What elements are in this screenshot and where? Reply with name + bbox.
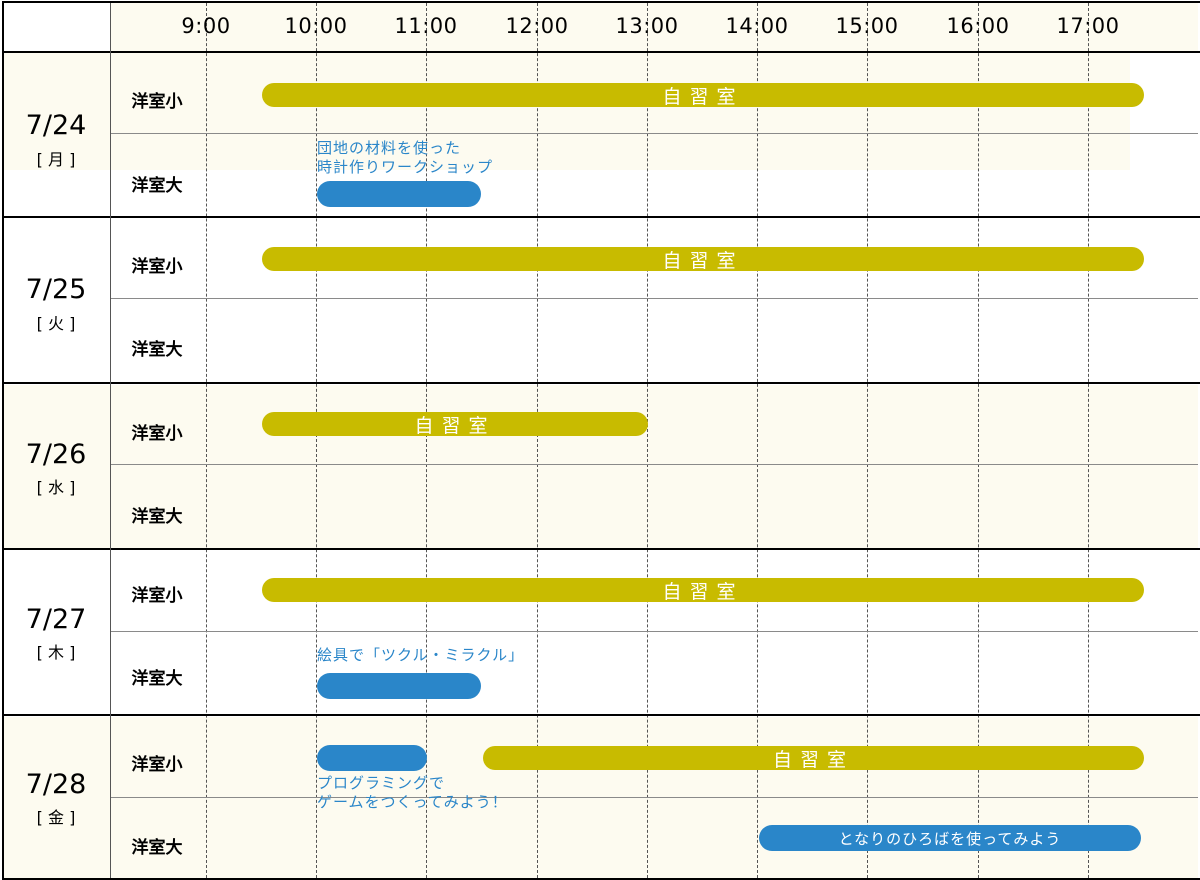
time-label-9: 9:00: [181, 14, 231, 38]
weekday-label: [ 月 ]: [36, 150, 76, 169]
day-separator-4: [2, 714, 1200, 716]
grid-line-14: [757, 3, 758, 878]
day-separator-1: [2, 216, 1200, 218]
room-label-large: 洋室大: [131, 507, 183, 527]
grid-line-15: [867, 3, 868, 878]
day-band-tint-1: [3, 53, 1130, 170]
programming-game-label-line2: ゲームをつくってみよう！: [317, 793, 508, 811]
self-study-bar[interactable]: 自習室: [262, 578, 1144, 603]
self-study-bar[interactable]: 自習室: [262, 247, 1144, 272]
room-label-small: 洋室小: [131, 586, 183, 606]
paint-miracle-label: 絵具で「ツクル・ミラクル」: [317, 646, 525, 664]
date-label: 7/27: [25, 604, 87, 635]
weekday-label: [ 金 ]: [36, 808, 76, 827]
programming-game-label-line1: プログラミングで: [317, 774, 446, 792]
workshop-clock-label-line2: 時計作りワークショップ: [317, 158, 494, 176]
time-label-16: 16:00: [946, 14, 1010, 38]
header-row-background: [111, 3, 1198, 51]
room-label-small: 洋室小: [131, 257, 183, 277]
header-bottom-line: [2, 51, 1200, 53]
time-label-12: 12:00: [505, 14, 569, 38]
date-label: 7/28: [25, 769, 87, 800]
room-label-small: 洋室小: [131, 755, 183, 775]
date-label: 7/26: [25, 439, 87, 470]
programming-game-label: プログラミングで ゲームをつくってみよう！: [317, 774, 508, 812]
programming-game-bar[interactable]: [317, 745, 427, 771]
room-divider-1: [111, 133, 1198, 134]
grid-line-9: [206, 3, 207, 878]
self-study-bar[interactable]: 自習室: [262, 412, 648, 437]
room-label-large: 洋室大: [131, 838, 183, 858]
weekday-label: [ 水 ]: [36, 478, 76, 497]
day-separator-2: [2, 382, 1200, 384]
room-label-large: 洋室大: [131, 176, 183, 196]
grid-line-12: [537, 3, 538, 878]
room-divider-5: [111, 797, 1198, 798]
self-study-bar[interactable]: 自習室: [483, 746, 1144, 771]
plaza-event-bar[interactable]: となりのひろばを使ってみよう: [759, 825, 1141, 851]
room-divider-4: [111, 631, 1198, 632]
paint-miracle-bar[interactable]: [317, 673, 481, 699]
room-label-large: 洋室大: [131, 669, 183, 689]
weekday-label: [ 木 ]: [36, 643, 76, 662]
date-label: 7/24: [25, 110, 87, 141]
time-label-11: 11:00: [394, 14, 458, 38]
time-label-13: 13:00: [615, 14, 679, 38]
room-label-small: 洋室小: [131, 424, 183, 444]
room-divider-2: [111, 298, 1198, 299]
self-study-bar[interactable]: 自習室: [262, 83, 1144, 108]
room-divider-3: [111, 464, 1198, 465]
workshop-clock-label: 団地の材料を使った 時計作りワークショップ: [317, 139, 493, 177]
weekday-label: [ 火 ]: [36, 314, 76, 333]
grid-line-17: [1088, 3, 1089, 878]
room-label-large: 洋室大: [131, 340, 183, 360]
grid-line-10: [316, 3, 317, 878]
time-label-14: 14:00: [725, 14, 789, 38]
grid-line-16: [978, 3, 979, 878]
date-label: 7/25: [25, 274, 87, 305]
time-label-10: 10:00: [284, 14, 348, 38]
time-label-15: 15:00: [835, 14, 899, 38]
label-column-divider: [110, 3, 111, 878]
time-label-17: 17:00: [1056, 14, 1120, 38]
day-separator-3: [2, 548, 1200, 550]
room-label-small: 洋室小: [131, 92, 183, 112]
grid-line-11: [426, 3, 427, 878]
workshop-clock-label-line1: 団地の材料を使った: [317, 139, 462, 157]
workshop-clock-bar[interactable]: [317, 181, 481, 207]
grid-line-13: [647, 3, 648, 878]
